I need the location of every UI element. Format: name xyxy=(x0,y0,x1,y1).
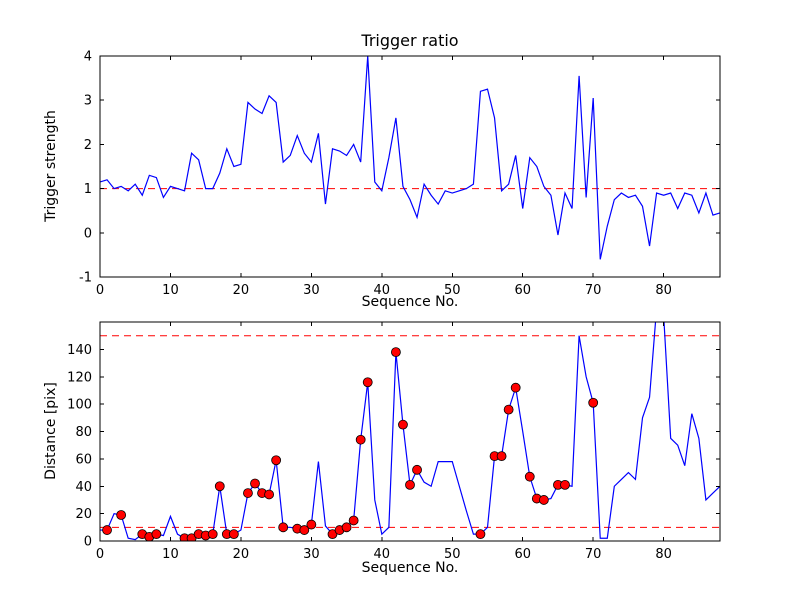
svg-text:50: 50 xyxy=(444,283,461,298)
svg-text:50: 50 xyxy=(444,547,461,562)
svg-text:0: 0 xyxy=(84,535,92,550)
svg-text:100: 100 xyxy=(67,398,92,413)
svg-text:80: 80 xyxy=(655,547,672,562)
svg-text:30: 30 xyxy=(303,283,320,298)
svg-text:80: 80 xyxy=(655,283,672,298)
svg-text:60: 60 xyxy=(75,452,92,467)
svg-text:0: 0 xyxy=(96,547,104,562)
svg-text:40: 40 xyxy=(374,283,391,298)
svg-text:10: 10 xyxy=(162,547,179,562)
svg-text:20: 20 xyxy=(233,547,250,562)
svg-text:80: 80 xyxy=(75,425,92,440)
svg-text:0: 0 xyxy=(96,283,104,298)
svg-text:70: 70 xyxy=(585,547,602,562)
svg-text:70: 70 xyxy=(585,283,602,298)
svg-text:120: 120 xyxy=(67,370,92,385)
svg-text:4: 4 xyxy=(84,50,92,65)
svg-text:140: 140 xyxy=(67,343,92,358)
svg-text:40: 40 xyxy=(374,547,391,562)
svg-text:60: 60 xyxy=(514,547,531,562)
svg-text:-1: -1 xyxy=(79,271,92,286)
svg-text:40: 40 xyxy=(75,480,92,495)
svg-text:20: 20 xyxy=(233,283,250,298)
svg-text:10: 10 xyxy=(162,283,179,298)
top-chart-title: Trigger ratio xyxy=(361,31,459,50)
svg-text:20: 20 xyxy=(75,507,92,522)
bottom-chart-xlabel: Sequence No. xyxy=(361,560,459,576)
svg-text:3: 3 xyxy=(84,94,92,109)
svg-text:30: 30 xyxy=(303,547,320,562)
svg-text:60: 60 xyxy=(514,283,531,298)
svg-text:2: 2 xyxy=(84,138,92,153)
svg-text:0: 0 xyxy=(84,226,92,241)
top-chart-xlabel: Sequence No. xyxy=(361,294,459,310)
svg-text:1: 1 xyxy=(84,182,92,197)
